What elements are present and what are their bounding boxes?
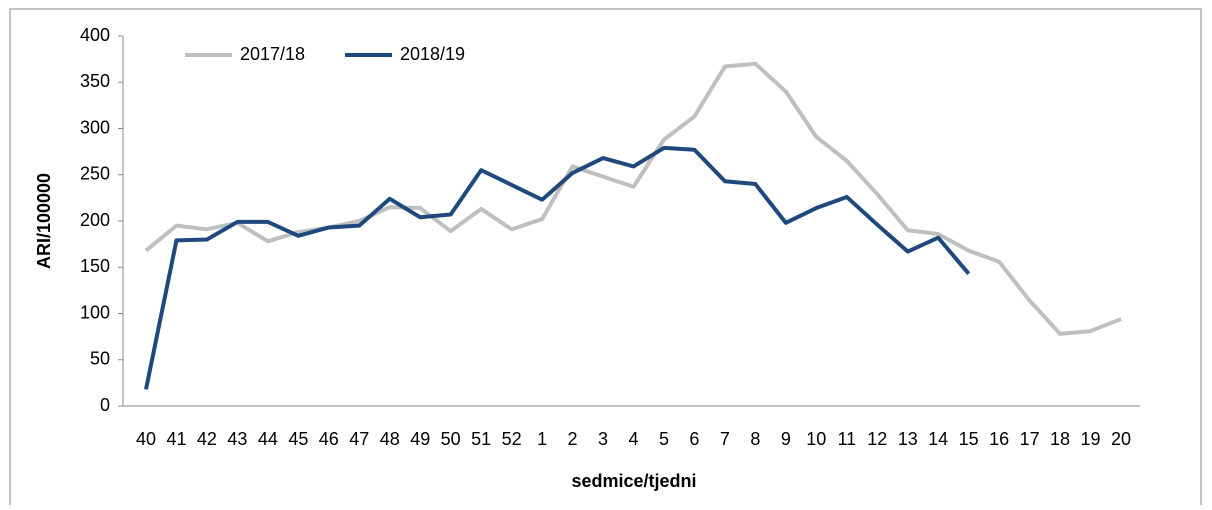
x-tick-label: 49 — [410, 429, 430, 449]
x-tick-label: 15 — [959, 429, 979, 449]
x-tick-label: 4 — [628, 429, 638, 449]
x-tick-label: 51 — [471, 429, 491, 449]
x-tick-label: 18 — [1050, 429, 1070, 449]
legend-label: 2017/18 — [240, 44, 305, 64]
x-tick-label: 16 — [989, 429, 1009, 449]
x-tick-label: 47 — [349, 429, 369, 449]
x-tick-label: 20 — [1111, 429, 1131, 449]
x-tick-label: 17 — [1020, 429, 1040, 449]
x-tick-label: 41 — [166, 429, 186, 449]
x-tick-label: 45 — [288, 429, 308, 449]
x-tick-label: 1 — [537, 429, 547, 449]
data-line — [144, 145, 971, 390]
x-tick-label: 11 — [837, 429, 856, 449]
x-tick-label: 8 — [750, 429, 760, 449]
y-tick-label: 300 — [80, 117, 110, 137]
x-tick-label: 50 — [441, 429, 461, 449]
legend-label: 2018/19 — [400, 44, 465, 64]
x-tick-label: 19 — [1081, 429, 1101, 449]
x-tick-label: 42 — [197, 429, 217, 449]
x-tick-label: 52 — [502, 429, 522, 449]
y-axis-title: ARI/100000 — [34, 173, 54, 269]
x-tick-label: 14 — [928, 429, 948, 449]
y-tick-label: 250 — [80, 164, 110, 184]
x-tick-label: 2 — [568, 429, 578, 449]
x-tick-label: 12 — [867, 429, 887, 449]
data-line — [144, 61, 1122, 336]
y-tick-label: 0 — [100, 395, 110, 415]
x-tick-label: 13 — [898, 429, 918, 449]
x-tick-label: 3 — [598, 429, 608, 449]
x-tick-label: 40 — [136, 429, 156, 449]
x-tick-label: 43 — [227, 429, 247, 449]
y-tick-label: 200 — [80, 210, 110, 230]
x-tick-label: 48 — [380, 429, 400, 449]
x-tick-label: 5 — [659, 429, 669, 449]
x-tick-label: 9 — [781, 429, 791, 449]
y-tick-label: 150 — [80, 256, 110, 276]
x-tick-label: 44 — [258, 429, 278, 449]
y-tick-label: 350 — [80, 71, 110, 91]
x-tick-label: 46 — [319, 429, 339, 449]
y-tick-label: 50 — [90, 349, 110, 369]
x-tick-label: 7 — [720, 429, 730, 449]
x-tick-label: 10 — [806, 429, 826, 449]
y-tick-label: 400 — [80, 25, 110, 45]
x-tick-label: 6 — [689, 429, 699, 449]
x-axis-title: sedmice/tjedni — [571, 471, 696, 491]
y-tick-label: 100 — [80, 302, 110, 322]
chart-border — [9, 8, 1202, 510]
